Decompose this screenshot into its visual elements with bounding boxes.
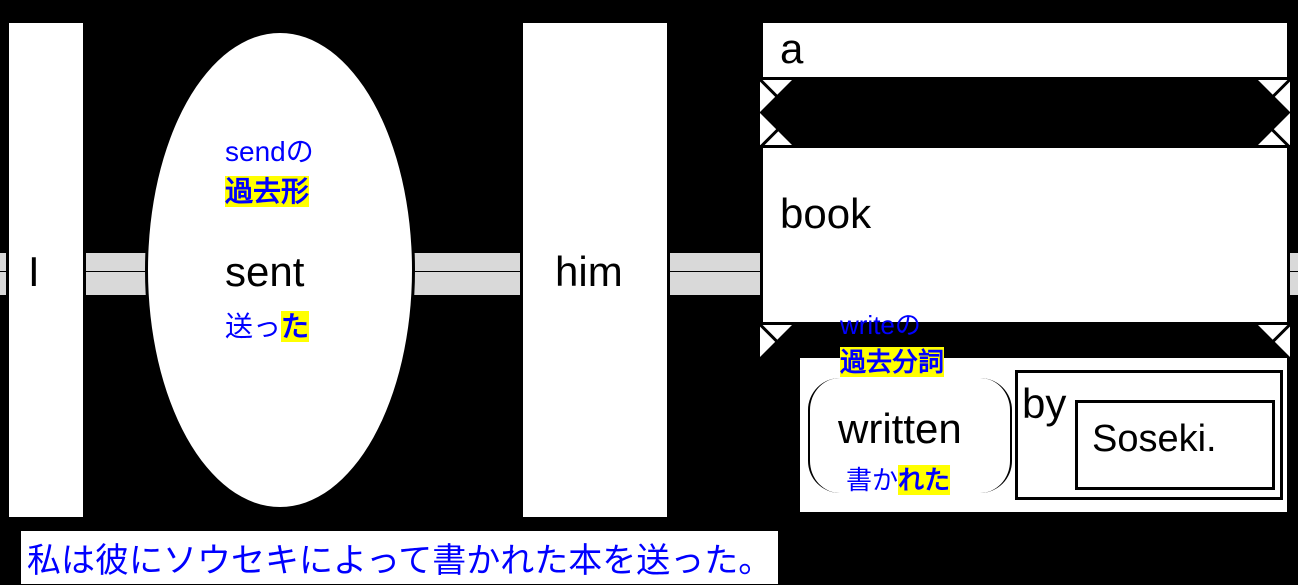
translation-text: 私は彼にソウセキによって書かれた本を送った。 [20, 530, 779, 585]
modifier-note: writeの 過去分詞 [840, 305, 944, 379]
modifier-note-prefix: write [840, 310, 895, 340]
verb-gloss: 送った [225, 305, 309, 345]
modifier-gloss: 書かれた [846, 460, 950, 497]
diagram-stage: I sent sendの 過去形 送った him a book writeの 過… [0, 0, 1298, 585]
verb-gloss-hl: た [281, 311, 309, 342]
modifier-note-suffix: の [895, 310, 921, 340]
verb-note-suffix: の [286, 136, 314, 167]
paren-right [980, 378, 1012, 493]
verb-note-prefix: send [225, 136, 286, 167]
modifier-form-label: 過去分詞 [840, 347, 944, 377]
verb-gloss-prefix: 送っ [225, 311, 281, 342]
word-noun: book [780, 190, 871, 238]
word-modifier: written [838, 405, 962, 453]
paren-left [808, 378, 840, 493]
word-subject: I [28, 248, 40, 296]
word-object1: him [555, 248, 623, 296]
node-subject [6, 20, 86, 520]
word-article: a [780, 25, 803, 73]
word-verb: sent [225, 248, 304, 296]
word-prep: by [1022, 380, 1066, 428]
modifier-gloss-hl: れた [898, 465, 950, 495]
verb-note: sendの 過去形 [225, 130, 314, 210]
modifier-gloss-prefix: 書か [846, 465, 898, 495]
node-article [760, 20, 1290, 80]
verb-form-label: 過去形 [225, 176, 309, 207]
word-agent: Soseki. [1092, 418, 1217, 461]
